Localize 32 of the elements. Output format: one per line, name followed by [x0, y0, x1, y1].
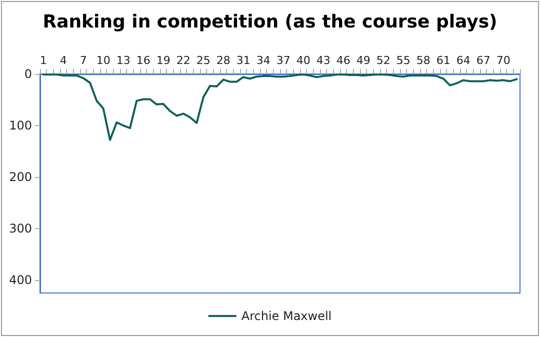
x-tick-label: 28 — [216, 54, 230, 67]
x-tick-label: 64 — [456, 54, 470, 67]
chart-title: Ranking in competition (as the course plays) — [42, 12, 498, 32]
x-tick-label: 61 — [436, 54, 450, 67]
x-tick-label: 19 — [156, 54, 170, 67]
x-tick-label: 22 — [176, 54, 190, 67]
x-tick-label: 25 — [196, 54, 210, 67]
y-tick-label: 400 — [9, 273, 32, 288]
x-tick-label: 37 — [276, 54, 290, 67]
x-tick-label: 4 — [60, 54, 67, 67]
x-tick-label: 7 — [80, 54, 87, 67]
line-series — [42, 74, 518, 141]
x-tick-label: 46 — [336, 54, 350, 67]
x-tick-label: 16 — [136, 54, 150, 67]
x-tick-label: 49 — [356, 54, 370, 67]
x-tick-label: 43 — [316, 54, 330, 67]
x-tick-label: 70 — [496, 54, 510, 67]
x-tick-label: 52 — [376, 54, 390, 67]
x-tick-label: 31 — [236, 54, 250, 67]
x-tick-label: 58 — [416, 54, 430, 67]
x-tick-label: 10 — [96, 54, 110, 67]
y-tick-label: 300 — [9, 222, 32, 236]
x-tick-label: 40 — [296, 54, 310, 67]
y-tick-label: 200 — [9, 170, 32, 184]
x-tick-label: 34 — [256, 54, 270, 67]
x-tick-label: 55 — [396, 54, 410, 67]
legend-label: Archie Maxwell — [241, 309, 332, 323]
y-tick-label: 100 — [9, 118, 32, 133]
x-tick-label: 13 — [116, 54, 130, 67]
x-tick-label: 1 — [40, 54, 47, 67]
y-tick-label: 0 — [24, 67, 32, 81]
x-tick-label: 67 — [476, 54, 490, 67]
